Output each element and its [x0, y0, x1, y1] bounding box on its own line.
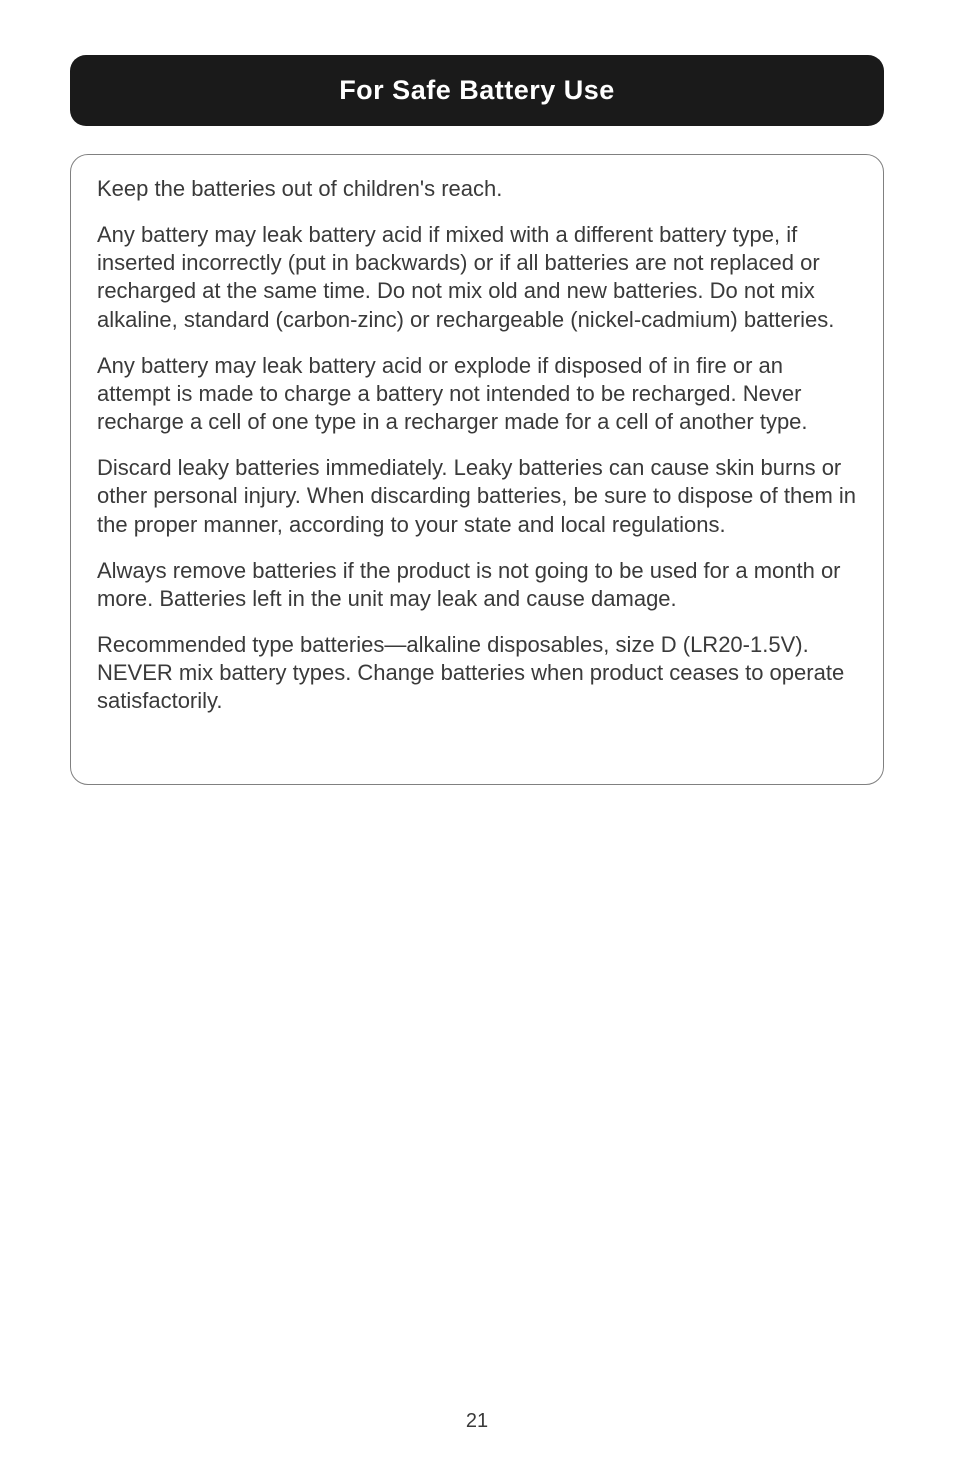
- paragraph-4: Discard leaky batteries immediately. Lea…: [97, 454, 857, 538]
- paragraph-2: Any battery may leak battery acid if mix…: [97, 221, 857, 334]
- header-title: For Safe Battery Use: [339, 75, 615, 105]
- page-container: For Safe Battery Use Keep the batteries …: [0, 0, 954, 1475]
- paragraph-1: Keep the batteries out of children's rea…: [97, 175, 857, 203]
- page-number: 21: [0, 1410, 954, 1433]
- paragraph-5: Always remove batteries if the product i…: [97, 557, 857, 613]
- paragraph-3: Any battery may leak battery acid or exp…: [97, 352, 857, 436]
- paragraph-6: Recommended type batteries—alkaline disp…: [97, 631, 857, 715]
- content-box: Keep the batteries out of children's rea…: [70, 154, 884, 785]
- header-bar: For Safe Battery Use: [70, 55, 884, 126]
